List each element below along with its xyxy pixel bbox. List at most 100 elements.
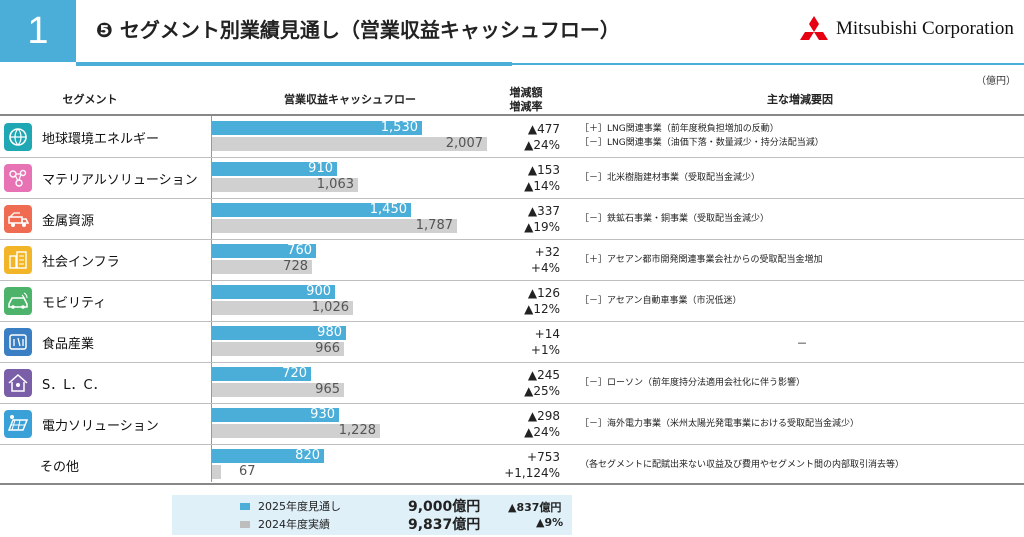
change-rate: ▲24% <box>524 138 560 152</box>
legend-totals-box <box>172 495 572 535</box>
forecast-bar <box>212 121 422 135</box>
change-rate: ▲25% <box>524 384 560 398</box>
globe-energy-icon <box>4 122 32 151</box>
change-rate: +1% <box>530 343 560 357</box>
forecast-value-label: 820 <box>295 448 320 463</box>
row-divider <box>0 198 1024 199</box>
actual-bar <box>212 301 353 315</box>
header-factors: 主な増減要因 <box>767 93 833 106</box>
header-change-amount: 増減額 <box>509 86 543 99</box>
change-amount: ▲245 <box>527 368 560 382</box>
forecast-bar <box>212 367 311 381</box>
page-title: ❺ セグメント別業績見通し（営業収益キャッシュフロー） <box>96 18 620 42</box>
actual-value-label: 966 <box>315 341 340 356</box>
segment-name: 金属資源 <box>42 213 95 229</box>
food-icon <box>4 327 32 356</box>
forecast-value-label: 900 <box>306 284 331 299</box>
legend-actual-swatch <box>240 521 250 528</box>
actual-value-label: 67 <box>239 464 256 479</box>
change-amount: ▲126 <box>527 286 560 300</box>
factor-text: ［－］LNG関連事業（油価下落・数量減少・持分法配当減） <box>580 138 824 148</box>
change-rate: ▲14% <box>524 179 560 193</box>
actual-value-label: 2,007 <box>445 136 483 151</box>
total-change: ▲837億円 <box>508 501 562 514</box>
actual-bar <box>212 424 380 438</box>
segment-name: その他 <box>40 459 80 475</box>
forecast-value-label: 760 <box>287 243 312 258</box>
forecast-bar <box>212 285 335 299</box>
row-divider <box>0 157 1024 158</box>
segment-name: 電力ソリューション <box>42 418 159 434</box>
change-amount: ▲298 <box>527 409 560 423</box>
actual-bar <box>212 137 487 151</box>
row-divider <box>0 321 1024 322</box>
actual-bar <box>212 342 344 356</box>
molecule-icon <box>4 163 32 192</box>
mining-truck-icon <box>4 204 32 233</box>
legend-forecast-label: 2025年度見通し <box>258 500 341 513</box>
factor-text: ［－］鉄鉱石事業・銅事業（受取配当金減少） <box>580 213 770 224</box>
table-bottom-rule <box>0 483 1024 485</box>
row-divider <box>0 239 1024 240</box>
legend-forecast-swatch <box>240 503 250 510</box>
table-top-rule <box>0 114 1024 116</box>
change-amount: +753 <box>527 450 560 464</box>
section-number-box <box>0 0 76 62</box>
forecast-bar <box>212 408 339 422</box>
factor-text: － <box>796 336 808 350</box>
section-number: 1 <box>27 10 49 52</box>
forecast-value-label: 720 <box>282 366 307 381</box>
change-rate: ▲19% <box>524 220 560 234</box>
header-cashflow: 営業収益キャッシュフロー <box>284 93 416 106</box>
factor-text: ［－］北米樹脂建材事業（受取配当金減少） <box>580 172 761 183</box>
change-rate: +1,124% <box>504 466 560 480</box>
header-change-rate: 増減率 <box>509 100 543 113</box>
change-rate: ▲12% <box>524 302 560 316</box>
factor-text: ［－］ローソン（前年度持分法適用会社化に伴う影響） <box>580 377 806 388</box>
actual-value-label: 1,026 <box>311 300 349 315</box>
actual-value-label: 1,228 <box>338 423 376 438</box>
change-amount: ▲337 <box>527 204 560 218</box>
actual-value-label: 1,787 <box>415 218 453 233</box>
forecast-bar <box>212 326 346 340</box>
segment-name: モビリティ <box>42 295 107 311</box>
forecast-value-label: 1,450 <box>369 202 407 217</box>
change-rate: +4% <box>530 261 560 275</box>
actual-bar <box>212 465 221 479</box>
change-amount: +14 <box>534 327 560 341</box>
actual-total: 9,837億円 <box>408 517 481 533</box>
forecast-bar <box>212 162 337 176</box>
actual-value-label: 728 <box>283 259 308 274</box>
forecast-bar <box>212 449 324 463</box>
change-amount: ▲477 <box>527 122 560 136</box>
forecast-value-label: 980 <box>317 325 342 340</box>
title-underline <box>76 62 512 66</box>
row-divider <box>0 444 1024 445</box>
change-amount: +32 <box>534 245 560 259</box>
forecast-bar <box>212 244 316 258</box>
factor-text: ［＋］LNG関連事業（前年度税負担増加の反動） <box>580 124 779 134</box>
segment-name: 地球環境エネルギー <box>42 131 160 147</box>
forecast-value-label: 1,530 <box>380 120 418 135</box>
city-icon <box>4 245 32 274</box>
actual-bar <box>212 260 312 274</box>
solar-panel-icon <box>4 409 32 438</box>
total-change-rate: ▲9% <box>536 516 564 529</box>
change-rate: ▲24% <box>524 425 560 439</box>
legend-actual-label: 2024年度実績 <box>258 518 330 531</box>
actual-value-label: 965 <box>315 382 340 397</box>
factor-text: ［－］海外電力事業（米州太陽光発電事業における受取配当金減少） <box>580 418 860 429</box>
unit-label: （億円） <box>976 76 1016 87</box>
factor-text: ［＋］アセアン都市開発関連事業会社からの受取配当金増加 <box>580 254 823 265</box>
bar-axis <box>211 116 212 482</box>
forecast-total: 9,000億円 <box>408 499 481 515</box>
row-divider <box>0 362 1024 363</box>
row-divider <box>0 403 1024 404</box>
forecast-value-label: 930 <box>310 407 335 422</box>
company-logo-text: Mitsubishi Corporation <box>836 18 1014 39</box>
segment-name: 食品産業 <box>42 336 95 352</box>
forecast-bar <box>212 203 411 217</box>
header-segment: セグメント <box>62 93 118 106</box>
actual-bar <box>212 219 457 233</box>
title-rule <box>512 63 1024 65</box>
